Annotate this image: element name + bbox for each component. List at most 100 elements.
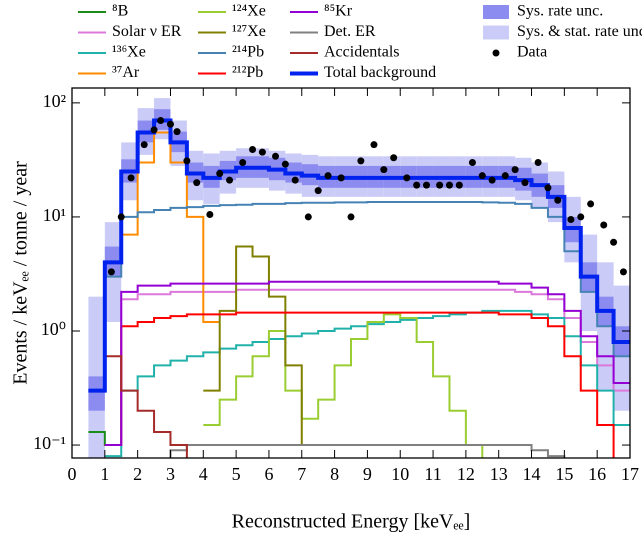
x-tick-label: 16 <box>588 464 606 484</box>
data-point <box>281 160 289 168</box>
x-tick-label: 17 <box>621 464 639 484</box>
x-tick-label: 15 <box>555 464 573 484</box>
legend-label: ³⁷Ar <box>112 64 140 81</box>
series-line <box>121 131 220 323</box>
x-tick-label: 13 <box>490 464 508 484</box>
data-point <box>413 181 421 189</box>
plot-area <box>88 98 630 458</box>
y-tick-label: 10⁻¹ <box>33 433 66 453</box>
data-point <box>193 179 201 187</box>
legend-label: ⁸⁵Kr <box>324 3 353 20</box>
series-line <box>169 444 566 458</box>
data-point <box>436 181 444 189</box>
legend-label: ⁸B <box>112 3 128 20</box>
data-point <box>478 172 486 180</box>
data-point <box>587 200 595 208</box>
data-point <box>521 179 529 187</box>
data-point <box>488 176 496 184</box>
data-point <box>140 141 148 149</box>
data-point <box>370 141 378 149</box>
y-tick-label: 10² <box>43 91 66 111</box>
series-line <box>104 309 630 458</box>
data-point <box>314 187 322 195</box>
x-tick-label: 9 <box>363 464 372 484</box>
series-line <box>203 313 484 458</box>
y-tick-label: 10¹ <box>43 205 66 225</box>
data-point <box>324 172 332 180</box>
x-tick-label: 4 <box>199 464 208 484</box>
data-point <box>501 172 509 180</box>
data-point <box>390 154 398 162</box>
data-point <box>216 170 224 178</box>
data-point <box>600 221 608 229</box>
data-point <box>249 146 257 154</box>
data-point <box>150 126 158 134</box>
data-point <box>445 181 453 189</box>
series-line <box>104 355 188 458</box>
series-line <box>88 118 630 393</box>
data-point <box>107 268 115 276</box>
data-point <box>157 117 165 125</box>
data-point <box>337 174 345 182</box>
x-tick-label: 7 <box>297 464 306 484</box>
x-tick-label: 11 <box>424 464 441 484</box>
data-point <box>422 181 430 189</box>
x-tick-label: 5 <box>232 464 241 484</box>
data-point <box>206 211 214 219</box>
data-point <box>239 159 247 167</box>
plot-frame <box>71 87 631 459</box>
data-point <box>544 184 552 192</box>
data-point <box>455 181 463 189</box>
data-point <box>468 159 476 167</box>
data-point <box>258 148 266 156</box>
x-tick-label: 14 <box>523 464 541 484</box>
x-tick-label: 10 <box>391 464 409 484</box>
x-tick-label: 1 <box>100 464 109 484</box>
series-line <box>104 311 615 458</box>
x-tick-label: 2 <box>133 464 142 484</box>
series-line <box>104 280 630 447</box>
data-point <box>166 120 174 128</box>
series-line <box>104 288 630 447</box>
data-point <box>619 268 627 276</box>
legend-label: ¹²⁴Xe <box>232 3 266 20</box>
data-point <box>117 213 125 221</box>
legend-swatch <box>492 49 500 57</box>
data-point <box>403 174 411 182</box>
legend-label: Data <box>517 44 547 61</box>
legend-label: Sys. rate unc. <box>517 3 603 20</box>
data-point <box>554 196 562 204</box>
data-point <box>610 238 618 246</box>
uncertainty-band <box>88 376 105 411</box>
data-point <box>380 166 388 174</box>
legend-label: ¹²⁷Xe <box>232 23 266 40</box>
legend-swatch <box>483 5 509 19</box>
data-point <box>226 176 234 184</box>
legend-label: Det. ER <box>324 23 376 40</box>
legend-swatch <box>483 25 509 40</box>
data-point <box>272 152 280 160</box>
data-point <box>127 174 135 182</box>
x-tick-label: 6 <box>264 464 273 484</box>
series-line <box>203 245 319 447</box>
legend-label: ²¹²Pb <box>232 64 263 81</box>
data-point <box>304 213 312 221</box>
data-point <box>511 166 519 174</box>
x-tick-label: 3 <box>166 464 175 484</box>
data-point <box>183 157 191 165</box>
data-point <box>567 215 575 223</box>
data-point <box>347 213 355 221</box>
data-point <box>577 213 585 221</box>
data-point <box>534 159 542 167</box>
data-point <box>291 176 299 184</box>
x-tick-label: 12 <box>457 464 475 484</box>
x-tick-label: 0 <box>68 464 77 484</box>
legend-label: ²¹⁴Pb <box>232 44 264 61</box>
legend-label: Solar ν ER <box>112 23 182 40</box>
x-tick-label: 8 <box>330 464 339 484</box>
legend-label: Sys. & stat. rate unc. <box>517 23 642 40</box>
legend-label: Total background <box>324 64 436 81</box>
data-point <box>357 157 365 165</box>
data-point <box>173 128 181 136</box>
